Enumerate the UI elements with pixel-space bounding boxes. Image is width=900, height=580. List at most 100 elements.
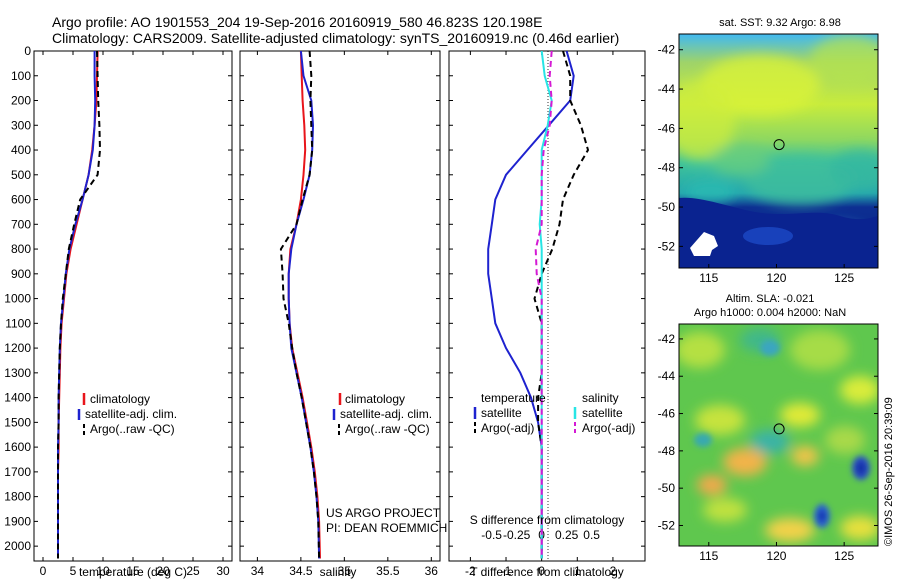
argo-location-marker-sst	[773, 139, 785, 151]
x-tick-label: -2	[465, 564, 476, 578]
x-tick-label: 20	[156, 564, 170, 578]
difference-xlabel: T difference from climatology	[470, 565, 624, 579]
map-y-tick-label: -50	[658, 200, 676, 214]
x-tick-label: 30	[216, 564, 230, 578]
argo-location-marker-sla	[773, 423, 785, 435]
map-y-tick-label: -46	[658, 121, 676, 135]
salinity-legend: climatology satellite-adj. clim. Argo(..…	[332, 392, 432, 436]
salinity-xlabel: salinity	[320, 565, 357, 579]
x-tick-label: 2	[610, 564, 617, 578]
x-tick-label: 25	[186, 564, 200, 578]
legend-climatology-label: climatology	[90, 392, 150, 406]
series-line-s-argo	[534, 51, 553, 559]
x-tick-label: 15	[126, 564, 140, 578]
map-y-tick-label: -44	[658, 82, 676, 96]
map-x-tick-label: 115	[699, 271, 718, 285]
y-tick-label: 500	[11, 168, 31, 182]
legend-satellite-label: satellite-adj. clim.	[85, 407, 177, 421]
sst-map-panel: sat. SST: 9.32 Argo: 8.98 115 120 125 -42 -4…	[658, 17, 879, 285]
legend-s-satellite-label: satellite	[582, 406, 623, 420]
legend-salinity-title: salinity	[582, 391, 619, 405]
y-tick-label: 900	[11, 267, 31, 281]
map-x-tick-label: 120	[766, 549, 786, 563]
series-line-argo	[279, 51, 321, 559]
series-line-argo	[57, 51, 102, 559]
difference-panel: -2 -1 0 1 2-0.5 -0.25 0 0.25 0.5 T difference fr…	[448, 50, 646, 579]
x-tick-label: 10	[96, 564, 110, 578]
series-line-t-argo	[533, 51, 590, 559]
y-tick-label: 400	[11, 143, 31, 157]
y-tick-label: 1800	[4, 490, 31, 504]
x-tick-label: 1	[574, 564, 581, 578]
x-tick-label: -1	[501, 564, 512, 578]
temperature-panel: 0 5 10 15 20 25 300100200300400500600700800900…	[4, 44, 233, 579]
sla-map-image	[679, 324, 878, 546]
y-tick-label: 1600	[4, 440, 31, 454]
x-tick-label: 35.5	[376, 564, 400, 578]
s-diff-tick-label: 0.25	[555, 528, 579, 542]
y-tick-label: 2000	[4, 539, 31, 553]
sla-map-panel: Altim. SLA: -0.021 Argo h1000: 0.004 h20…	[658, 293, 879, 563]
y-tick-label: 1900	[4, 514, 31, 528]
s-diff-tick-label: -0.5	[481, 528, 502, 542]
y-tick-label: 1000	[4, 292, 31, 306]
difference-lines	[487, 51, 590, 559]
temperature-xlabel: temperature (deg C)	[79, 565, 187, 579]
sla-map-frame	[678, 323, 879, 547]
y-tick-label: 700	[11, 217, 31, 231]
map-y-tick-label: -48	[658, 444, 676, 458]
x-tick-label: 34	[251, 564, 265, 578]
project-annotation-line1: US ARGO PROJECT	[326, 506, 441, 520]
y-tick-label: 300	[11, 118, 31, 132]
sst-map-ticks: 115 120 125 -42 -44 -46 -48 -50 -52	[658, 43, 878, 285]
legend-satellite-label: satellite-adj. clim.	[340, 407, 432, 421]
legend-s-argo-label: Argo(-adj)	[582, 421, 635, 435]
sst-map-title: sat. SST: 9.32 Argo: 8.98	[719, 17, 841, 29]
legend-temperature-title: temperature	[481, 391, 546, 405]
salinity-lines	[279, 51, 321, 559]
y-tick-label: 200	[11, 94, 31, 108]
sst-map-image	[679, 34, 878, 268]
project-annotation-line2: PI: DEAN ROEMMICH	[326, 521, 447, 535]
y-tick-label: 600	[11, 193, 31, 207]
figure-title-line2: Climatology: CARS2009. Satellite-adjuste…	[52, 30, 619, 46]
y-tick-label: 1300	[4, 366, 31, 380]
sla-map-title-line2: Argo h1000: 0.004 h2000: NaN	[694, 307, 846, 319]
y-tick-label: 1700	[4, 465, 31, 479]
legend-t-argo-label: Argo(-adj)	[481, 421, 534, 435]
map-y-tick-label: -48	[658, 161, 676, 175]
y-tick-label: 800	[11, 242, 31, 256]
y-tick-label: 100	[11, 69, 31, 83]
sst-map-frame	[678, 33, 879, 269]
temperature-legend: climatology satellite-adj. clim. Argo(..…	[77, 392, 177, 436]
s-diff-tick-label: -0.25	[503, 528, 531, 542]
salinity-axes-frame	[239, 50, 441, 562]
temperature-lines	[57, 51, 102, 559]
y-tick-label: 1400	[4, 391, 31, 405]
difference-xlabel-top: S difference from climatology	[470, 513, 625, 527]
x-tick-label: 34.5	[289, 564, 313, 578]
map-y-tick-label: -52	[658, 518, 676, 532]
map-y-tick-label: -44	[658, 369, 676, 383]
sla-map-ticks: 115 120 125 -42 -44 -46 -48 -50 -52	[658, 332, 878, 563]
map-y-tick-label: -46	[658, 407, 676, 421]
y-tick-label: 0	[24, 44, 31, 58]
x-tick-label: 36	[425, 564, 439, 578]
map-x-tick-label: 115	[699, 549, 718, 563]
y-tick-label: 1100	[5, 316, 31, 330]
map-x-tick-label: 125	[834, 549, 854, 563]
map-y-tick-label: -42	[658, 332, 676, 346]
difference-legend: temperature satellite Argo(-adj) salinit…	[473, 391, 635, 435]
map-y-tick-label: -52	[658, 239, 676, 253]
temperature-axes-frame	[33, 50, 233, 562]
legend-argo-label: Argo(..raw -QC)	[90, 422, 175, 436]
map-y-tick-label: -50	[658, 481, 676, 495]
y-tick-label: 1500	[4, 415, 31, 429]
legend-argo-label: Argo(..raw -QC)	[345, 422, 430, 436]
figure-title-line1: Argo profile: AO 1901553_204 19-Sep-2016…	[52, 14, 542, 30]
temperature-ticks: 0 5 10 15 20 25 300100200300400500600700800900…	[4, 44, 232, 578]
y-tick-label: 1200	[4, 341, 31, 355]
imos-credit: ©IMOS 26-Sep-2016 20:39:09	[883, 397, 895, 546]
map-x-tick-label: 120	[766, 271, 786, 285]
